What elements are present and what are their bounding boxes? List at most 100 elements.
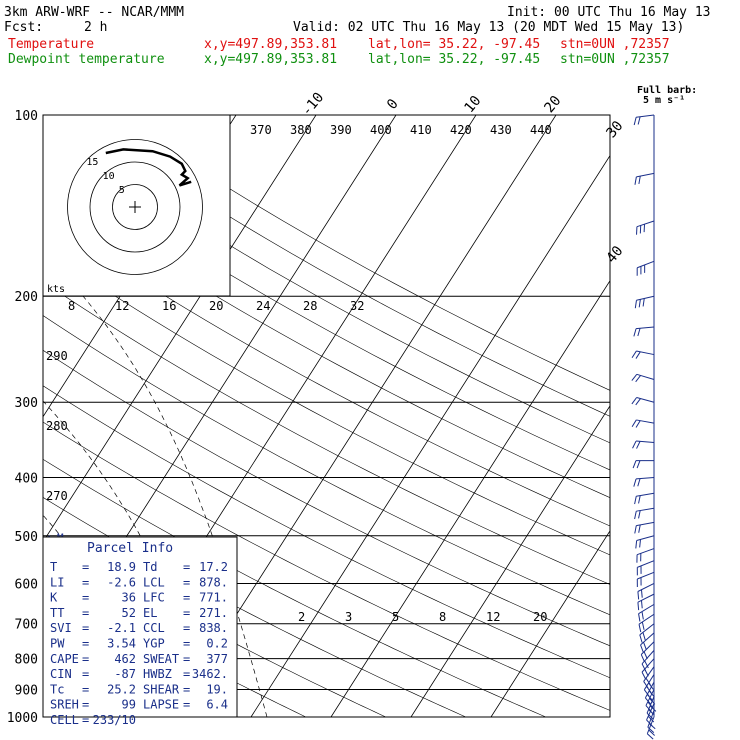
hodograph-ring	[67, 139, 203, 275]
wind-barb-feather	[640, 589, 643, 598]
pressure-tick-label: 200	[15, 290, 38, 305]
wind-barb-feather	[647, 715, 655, 723]
parcel-row-eq: =	[82, 713, 89, 727]
wind-barb-staff	[636, 440, 655, 444]
mixing-ratio-tick-label: 5	[392, 610, 399, 624]
wind-barb-feather	[631, 397, 638, 405]
parcel-row-eq: =	[82, 698, 89, 712]
dry-adiabat-line	[43, 315, 610, 616]
wind-barb-feather	[631, 373, 638, 381]
parcel-row-name: CIN	[50, 667, 72, 681]
dry-adiabat-line	[43, 385, 610, 679]
wind-barb-staff	[637, 593, 655, 603]
wind-barb-feather	[647, 701, 654, 709]
mixing-ratio-tick-label: 32	[350, 299, 364, 313]
pressure-grid	[42, 114, 611, 718]
parcel-row-eq: =	[82, 606, 89, 620]
dry-adiabat-line	[43, 121, 610, 444]
wind-barb-staff	[636, 548, 655, 556]
wind-barb-feather	[640, 654, 645, 663]
theta-tick-label: 280	[46, 419, 68, 433]
init-time: Init: 00 UTC Thu 16 May 13	[507, 5, 711, 20]
wind-barb-feather	[634, 176, 637, 185]
parcel-row-value2: 17.2	[199, 560, 228, 574]
temperature-tick-label: 30	[603, 118, 626, 141]
wind-barb-feather	[638, 299, 641, 308]
wind-barb-feather	[643, 642, 647, 650]
temperature-legend: Temperature	[8, 37, 94, 52]
pressure-tick-label: 100	[15, 109, 38, 124]
hodograph-kts-label: kts	[47, 284, 65, 295]
parcel-row-value: 99	[122, 698, 136, 712]
valid-time: Valid: 02 UTC Thu 16 May 13 (20 MDT Wed …	[293, 20, 684, 35]
wind-barb-feather	[643, 681, 649, 689]
wind-barb-feather	[646, 719, 653, 727]
theta-tick-label: 410	[410, 123, 432, 137]
parcel-row-eq2: =	[183, 698, 190, 712]
parcel-row-eq: =	[82, 652, 89, 666]
theta-tick-label: 380	[290, 123, 312, 137]
wind-barb-staff	[637, 260, 655, 269]
mixing-ratio-tick-label: 8	[439, 610, 446, 624]
hodograph-ring-label: 15	[86, 157, 98, 168]
parcel-row-name: CAPE	[50, 652, 79, 666]
wind-barb-feather	[645, 677, 651, 686]
theta-tick-label: 270	[46, 489, 68, 503]
theta-tick-label: 430	[490, 123, 512, 137]
dry-adiabat-line	[43, 151, 610, 471]
mixing-ratio-tick-label: 2	[298, 610, 305, 624]
parcel-row-name2: SHEAR	[143, 682, 180, 696]
hodograph-frame	[42, 114, 231, 297]
parcel-row-name: CELL	[50, 713, 79, 727]
wind-barb-feather	[643, 689, 650, 697]
wind-barb-feather	[645, 705, 652, 712]
wind-barb-feather	[634, 525, 637, 534]
wind-barb-staff	[640, 641, 655, 655]
wind-barb-staff	[636, 397, 655, 403]
isotherm-line	[490, 530, 610, 717]
wind-barb-staff	[636, 476, 655, 480]
parcel-row-name2: Td	[143, 560, 157, 574]
barb-legend-line1: Full barb:	[637, 85, 697, 96]
parcel-row-eq2: =	[183, 621, 190, 635]
wind-barb-feather	[635, 398, 641, 406]
parcel-row-name: LI	[50, 575, 64, 589]
fcst-label: Fcst:	[4, 20, 43, 35]
wind-barb-feather	[638, 613, 641, 622]
wind-barb-feather	[641, 611, 644, 620]
parcel-row-value2: 271.	[199, 606, 228, 620]
wind-barb-feather	[649, 698, 656, 705]
parcel-row-value: -87	[114, 667, 136, 681]
hodograph-trace	[105, 148, 192, 187]
wind-barb-staff	[637, 571, 655, 580]
temperature-latlon: lat,lon= 35.22, -97.45	[368, 37, 540, 52]
wind-barb-feather	[644, 697, 651, 705]
wind-barb-feather	[641, 621, 645, 630]
isotherm-line	[43, 115, 317, 543]
pressure-tick-label: 300	[15, 396, 38, 411]
parcel-row-value2: 0.2	[206, 637, 228, 651]
wind-barb-feather	[634, 511, 637, 520]
wind-barb-feather	[633, 478, 637, 487]
wind-barb-feather	[635, 375, 641, 383]
plot-frame	[42, 114, 611, 718]
fcst-value: 2 h	[84, 20, 107, 35]
wind-barb-feather	[638, 624, 642, 633]
wind-barb-feather	[642, 632, 646, 641]
temperature-tick-label: 10	[461, 93, 484, 116]
hodograph-ring-label: 10	[103, 171, 115, 182]
pressure-tick-label: 800	[15, 653, 38, 668]
wind-barb-feather	[635, 351, 641, 359]
mixing-ratio-tick-label: 12	[486, 610, 500, 624]
dry-adiabat-line	[116, 115, 610, 391]
wind-barb-feather	[637, 591, 640, 600]
wind-barb-feather	[649, 705, 657, 712]
isotherm-line	[250, 154, 610, 717]
pressure-tick-label: 1000	[7, 711, 38, 726]
wind-barb-feather	[646, 712, 654, 720]
wind-barb-feather	[632, 460, 637, 469]
wind-barb-staff	[636, 419, 655, 424]
wind-barb-feather	[638, 524, 641, 533]
pressure-tick-label: 900	[15, 683, 38, 698]
dry-adiabat-line	[43, 183, 610, 498]
